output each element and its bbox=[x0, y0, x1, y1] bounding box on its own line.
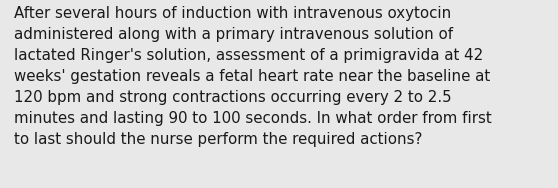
Text: After several hours of induction with intravenous oxytocin
administered along wi: After several hours of induction with in… bbox=[14, 6, 492, 147]
